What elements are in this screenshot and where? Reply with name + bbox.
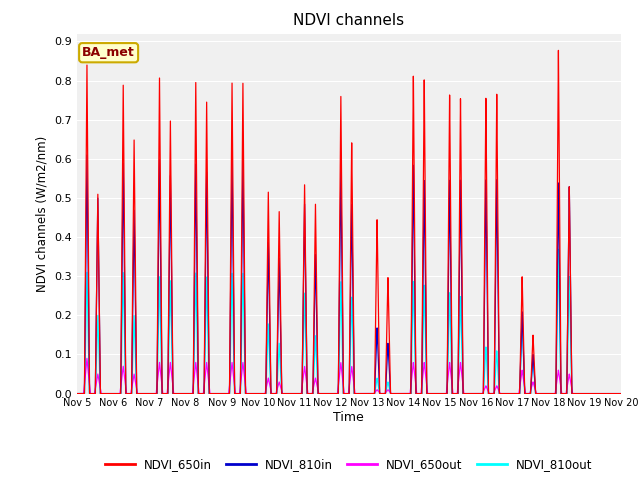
NDVI_650in (617, 391, 625, 396)
NDVI_810out (555, 246, 563, 252)
NDVI_810in (424, 391, 431, 396)
NDVI_810in (617, 391, 625, 396)
Y-axis label: NDVI channels (W/m2/nm): NDVI channels (W/m2/nm) (36, 135, 49, 292)
NDVI_650in (184, 391, 191, 396)
NDVI_650out (189, 384, 197, 389)
NDVI_650in (424, 391, 431, 396)
NDVI_650out (615, 391, 623, 396)
NDVI_650in (615, 391, 623, 396)
NDVI_650out (424, 391, 431, 396)
NDVI_810in (189, 389, 197, 395)
NDVI_650out (501, 391, 509, 396)
Line: NDVI_650out: NDVI_650out (77, 359, 621, 394)
NDVI_810out (424, 391, 431, 396)
NDVI_650in (73, 391, 81, 396)
NDVI_810out (617, 391, 625, 396)
NDVI_810out (501, 391, 509, 396)
NDVI_650in (276, 298, 284, 304)
NDVI_650out (73, 391, 81, 396)
Line: NDVI_810in: NDVI_810in (77, 155, 621, 394)
NDVI_810in (73, 391, 81, 396)
NDVI_810in (615, 391, 623, 396)
NDVI_650out (276, 384, 284, 389)
NDVI_650in (501, 391, 509, 396)
NDVI_810in (184, 391, 191, 396)
NDVI_810out (189, 391, 197, 396)
NDVI_810in (83, 152, 91, 158)
Line: NDVI_810out: NDVI_810out (77, 249, 621, 394)
Legend: NDVI_650in, NDVI_810in, NDVI_650out, NDVI_810out: NDVI_650in, NDVI_810in, NDVI_650out, NDV… (100, 454, 597, 476)
Title: NDVI channels: NDVI channels (293, 13, 404, 28)
NDVI_650out (184, 391, 191, 396)
NDVI_810out (276, 366, 284, 372)
X-axis label: Time: Time (333, 411, 364, 424)
NDVI_810in (276, 325, 284, 331)
NDVI_650out (83, 356, 91, 361)
NDVI_650in (555, 48, 563, 53)
NDVI_810out (73, 391, 81, 396)
NDVI_810out (615, 391, 623, 396)
NDVI_810in (501, 391, 509, 396)
NDVI_810out (184, 391, 191, 396)
NDVI_650in (189, 391, 197, 396)
Line: NDVI_650in: NDVI_650in (77, 50, 621, 394)
Text: BA_met: BA_met (82, 46, 135, 59)
NDVI_650out (617, 391, 625, 396)
